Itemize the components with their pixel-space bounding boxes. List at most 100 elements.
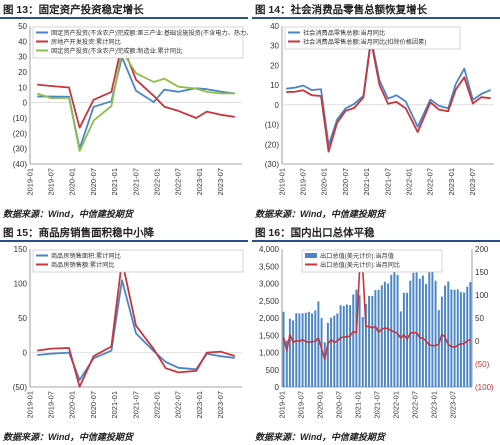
panel-title: 图 15：商品房销售面积稳中小降 bbox=[3, 227, 155, 239]
source-note: 数据来源：Wind，中信建投期货 bbox=[3, 432, 133, 442]
y-right-tick-label: 200 bbox=[475, 245, 489, 254]
bar bbox=[333, 315, 336, 387]
bar bbox=[387, 283, 390, 387]
x-tick-label: 2019-07 bbox=[298, 168, 307, 196]
bar bbox=[345, 304, 348, 387]
bar bbox=[364, 303, 367, 387]
y-tick-label: 1,000 bbox=[259, 349, 280, 358]
y-tick-label: (20) bbox=[13, 129, 28, 138]
bar bbox=[314, 310, 317, 387]
x-tick-label: 2019-01 bbox=[277, 168, 286, 196]
legend-swatch bbox=[305, 253, 317, 258]
panel-fai: 图 13：固定资产投资稳定增长 50 40 30 20 10 0 (10) (20) (30) (… bbox=[0, 0, 248, 222]
housing-chart: 150 100 50 0 (50)2019-01 2019-07 2020-01 2020-0… bbox=[13, 245, 244, 419]
bar bbox=[301, 313, 304, 387]
series-line bbox=[37, 259, 236, 388]
x-tick-label: 2019-01 bbox=[25, 391, 34, 419]
x-tick-label: 2019-07 bbox=[296, 391, 305, 419]
x-tick-label: 2022-07 bbox=[426, 168, 435, 196]
source-note: 数据来源：Wind，中信建投期货 bbox=[255, 209, 385, 219]
y-tick-label: 1,500 bbox=[259, 331, 280, 340]
bar bbox=[320, 318, 323, 387]
panel-title: 图 13：固定资产投资稳定增长 bbox=[3, 4, 144, 16]
bar bbox=[418, 278, 421, 387]
bar bbox=[374, 290, 377, 387]
x-tick-label: 2020-01 bbox=[68, 391, 77, 419]
bar bbox=[326, 322, 329, 387]
y-tick-label: 0 bbox=[275, 383, 280, 392]
x-tick-label: 2022-01 bbox=[391, 391, 400, 419]
x-tick-label: 2023-07 bbox=[216, 168, 225, 196]
bar bbox=[285, 340, 288, 387]
bar bbox=[469, 282, 472, 387]
bar bbox=[292, 320, 295, 387]
bar bbox=[361, 317, 364, 387]
panel-retail: 图 14：社会消费品零售总额恢复增长 40 30 20 10 0 (10) (20) (30)… bbox=[252, 0, 500, 222]
bar bbox=[415, 272, 418, 387]
y-tick-label: 20 bbox=[18, 68, 27, 77]
bar bbox=[358, 295, 361, 387]
y-tick-label: 100 bbox=[14, 280, 28, 289]
bar bbox=[298, 313, 301, 387]
y-tick-label: 2,500 bbox=[259, 297, 280, 306]
x-tick-label: 2021-01 bbox=[353, 391, 362, 419]
y-tick-label: 0 bbox=[23, 99, 28, 108]
y-tick-label: 40 bbox=[270, 22, 279, 31]
x-tick-label: 2022-01 bbox=[152, 168, 161, 196]
y-tick-label: (30) bbox=[265, 160, 280, 169]
y-tick-label: (10) bbox=[13, 114, 28, 123]
title-rule bbox=[252, 240, 500, 242]
source-note: 数据来源：Wind，中信建投期货 bbox=[3, 209, 133, 219]
x-tick-label: 2023-01 bbox=[429, 391, 438, 419]
y-tick-label: 0 bbox=[275, 101, 280, 110]
y-tick-label: (20) bbox=[265, 140, 280, 149]
x-tick-label: 2021-07 bbox=[383, 168, 392, 196]
legend-box bbox=[284, 26, 461, 50]
y-right-tick-label: 150 bbox=[475, 268, 489, 277]
bar bbox=[311, 313, 314, 387]
legend-label: 商品房销售额:累计同比 bbox=[51, 261, 115, 269]
bar bbox=[396, 274, 399, 387]
y-tick-label: 0 bbox=[23, 349, 28, 358]
x-tick-label: 2021-01 bbox=[110, 168, 119, 196]
x-tick-label: 2020-07 bbox=[89, 168, 98, 196]
x-tick-label: 2021-07 bbox=[131, 168, 140, 196]
bar bbox=[447, 281, 450, 387]
bar bbox=[352, 294, 355, 387]
x-tick-label: 2023-01 bbox=[195, 168, 204, 196]
legend-label: 社会消费品零售总额:当月同比 bbox=[303, 29, 385, 37]
bar bbox=[323, 342, 326, 387]
bar bbox=[466, 286, 469, 387]
x-tick-label: 2020-07 bbox=[341, 168, 350, 196]
y-tick-label: 4,000 bbox=[259, 245, 280, 254]
series-line bbox=[37, 43, 235, 129]
panel-title: 图 14：社会消费品零售总额恢复增长 bbox=[255, 4, 428, 16]
x-tick-label: 2022-07 bbox=[174, 391, 183, 419]
bar bbox=[317, 301, 320, 387]
y-tick-label: (10) bbox=[265, 121, 280, 130]
bar bbox=[307, 311, 310, 387]
bar bbox=[428, 264, 431, 387]
y-tick-label: 150 bbox=[14, 245, 28, 254]
panel-housing: 图 15：商品房销售面积稳中小降 150 100 50 0 (50) 2019-01 201… bbox=[0, 223, 248, 445]
bar bbox=[450, 289, 453, 387]
legend-label: 固定资产投资(不含农户)完成额:第三产业:基础设施投资(不含电力、热力、燃气及水… bbox=[51, 29, 248, 37]
bar bbox=[368, 295, 371, 387]
bar bbox=[431, 261, 434, 387]
legend-label: 房地产开发投资:累计同比 bbox=[51, 38, 121, 46]
bar bbox=[342, 305, 345, 387]
bar bbox=[304, 312, 307, 387]
bar bbox=[425, 283, 428, 387]
panel-exports: 图 16：国内出口总体平稳 4,000 3,500 3,000 2,500 2,000 1… bbox=[252, 223, 500, 445]
bar bbox=[459, 292, 462, 387]
x-tick-label: 2023-01 bbox=[195, 391, 204, 419]
legend-label: 社会消费品零售总额:当月同比(扣除价格因素) bbox=[303, 38, 426, 46]
bar bbox=[393, 269, 396, 387]
title-rule bbox=[252, 17, 500, 19]
legend-box bbox=[301, 249, 443, 273]
legend-box bbox=[32, 249, 244, 273]
y-tick-label: 30 bbox=[270, 42, 279, 51]
x-tick-label: 2020-01 bbox=[315, 391, 324, 419]
x-tick-label: 2019-01 bbox=[25, 168, 34, 196]
